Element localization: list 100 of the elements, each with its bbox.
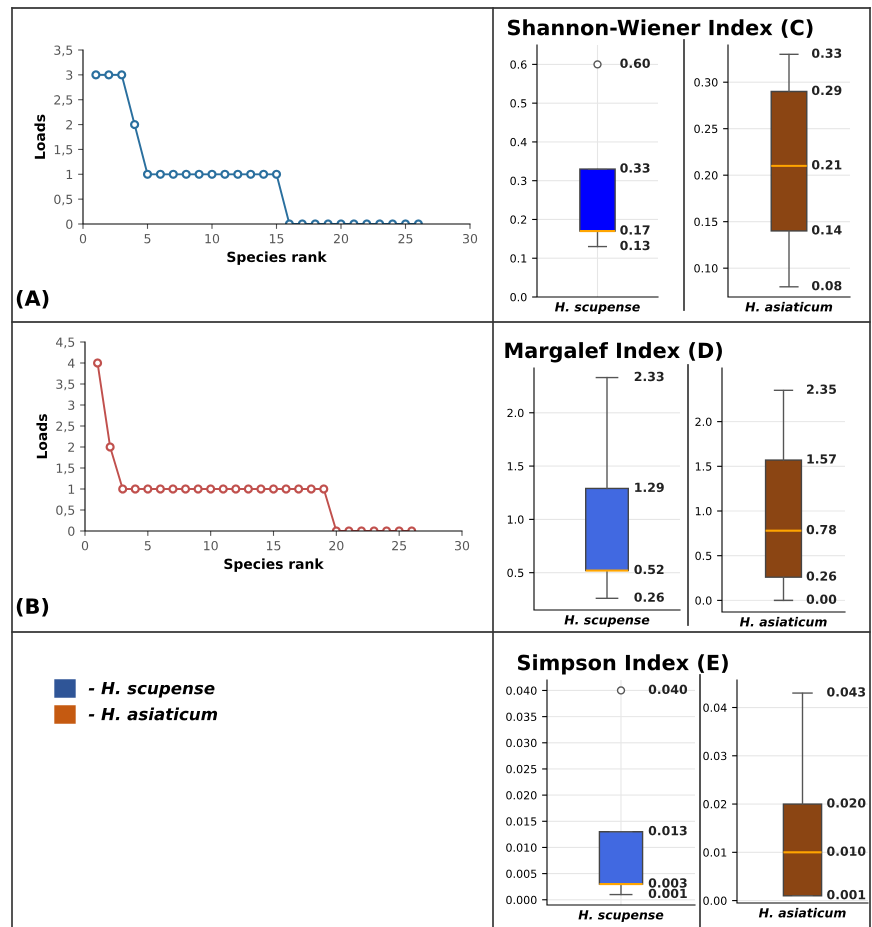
- x-tick-label: H. asiaticum: [740, 616, 827, 627]
- point: [168, 170, 178, 179]
- legend-label: - H. asiaticum: [88, 707, 218, 720]
- point: [91, 70, 100, 80]
- y-axis-title: Loads: [34, 114, 46, 159]
- annotation: 0.21: [812, 160, 842, 170]
- point: [117, 70, 126, 80]
- y-tick-label: 4: [68, 358, 75, 368]
- y-tick-label: 2.0: [695, 418, 712, 426]
- x-tick-label: 20: [334, 234, 348, 244]
- x-tick-label: 15: [266, 541, 280, 550]
- point: [259, 170, 268, 179]
- annotation: 0.003: [648, 878, 687, 888]
- y-tick-label: 0.5: [695, 552, 712, 560]
- y-tick-label: 2,5: [56, 421, 74, 432]
- y-tick-label: 0.1: [510, 254, 526, 263]
- y-tick-label: 0.03: [703, 752, 726, 760]
- y-tick-label: 0.3: [510, 176, 526, 186]
- annotation: 0.043: [827, 687, 866, 697]
- x-tick-label: H. scupense: [578, 910, 664, 922]
- y-tick-label: 0,5: [54, 194, 72, 206]
- annotation: 0.26: [806, 571, 836, 581]
- x-tick-label: H. asiaticum: [745, 302, 832, 312]
- y-axis-title: Loads: [36, 414, 48, 458]
- y-tick-label: 3,5: [56, 379, 74, 390]
- y-tick-label: 4,5: [56, 338, 74, 348]
- y-tick-label: 0.015: [506, 817, 536, 826]
- y-tick-label: 0.0: [695, 596, 712, 605]
- annotation: 0.013: [648, 826, 687, 836]
- annotation: 2.33: [634, 372, 664, 382]
- y-tick-label: 0.000: [506, 896, 537, 904]
- y-tick-label: 0: [68, 526, 74, 536]
- annotation: 0.001: [648, 888, 687, 898]
- y-tick-label: 1.0: [508, 515, 524, 524]
- y-tick-label: 1.5: [508, 462, 524, 470]
- y-tick-label: 0.15: [694, 218, 718, 226]
- x-tick-label: 5: [144, 541, 151, 550]
- y-tick-label: 0.25: [694, 124, 718, 134]
- annotation: 0.00: [806, 594, 836, 604]
- point: [156, 170, 165, 179]
- annotation: 0.13: [620, 240, 650, 250]
- annotation: 0.33: [620, 163, 650, 173]
- x-tick-label: H. scupense: [564, 615, 650, 627]
- y-tick-label: 0.4: [510, 138, 527, 146]
- y-tick-label: 0.02: [703, 800, 726, 808]
- x-tick-label: 30: [463, 234, 478, 244]
- annotation: 0.17: [620, 225, 650, 235]
- y-tick-label: 3: [66, 70, 72, 80]
- annotation: 0.020: [827, 798, 866, 808]
- y-tick-label: 0.020: [506, 791, 537, 800]
- point: [130, 120, 140, 130]
- x-tick-label: 10: [205, 234, 220, 244]
- y-tick-label: 0.5: [507, 568, 524, 578]
- y-tick-label: 2,5: [54, 95, 72, 106]
- x-tick-label: 25: [392, 540, 406, 550]
- y-tick-label: 0.00: [703, 896, 727, 905]
- annotation: 0.33: [812, 48, 842, 58]
- y-tick-label: 0.0: [510, 292, 527, 302]
- y-tick-label: 0,5: [56, 505, 74, 516]
- point: [207, 170, 217, 179]
- y-tick-label: 0.005: [506, 870, 536, 878]
- annotation: 0.010: [827, 846, 866, 856]
- y-tick-label: 1,5: [56, 464, 74, 474]
- x-tick-label: H. scupense: [554, 302, 640, 314]
- x-tick-label: 0: [80, 234, 86, 244]
- x-tick-label: 5: [144, 234, 150, 244]
- annotation: 0.60: [620, 58, 650, 68]
- y-tick-label: 1.0: [696, 506, 712, 516]
- y-tick-label: 0.5: [510, 99, 526, 108]
- point: [233, 170, 242, 179]
- y-tick-label: 1,5: [54, 145, 72, 156]
- point: [182, 170, 191, 179]
- x-tick-label: 0: [82, 540, 88, 550]
- y-tick-label: 2.0: [507, 408, 524, 418]
- chart-title: Shannon-Wiener Index (C): [508, 19, 812, 38]
- y-tick-label: 0.2: [510, 215, 526, 224]
- annotation: 1.57: [807, 454, 836, 464]
- y-tick-label: 0.6: [510, 60, 527, 69]
- x-axis-title: Species rank: [227, 251, 327, 265]
- y-tick-label: 0.035: [506, 712, 536, 722]
- y-tick-label: 0.04: [703, 703, 727, 712]
- point: [246, 170, 256, 179]
- legend-label: - H. scupense: [88, 682, 214, 698]
- annotation: 2.35: [807, 384, 836, 394]
- point: [142, 170, 152, 179]
- annotation: 0.001: [827, 890, 866, 900]
- annotation: 0.14: [812, 225, 842, 235]
- annotation: 0.52: [634, 564, 664, 574]
- y-tick-label: 0.025: [506, 764, 536, 774]
- y-tick-label: 0.030: [506, 738, 537, 748]
- x-tick-label: H. asiaticum: [758, 908, 846, 918]
- point: [220, 170, 230, 179]
- x-tick-label: 15: [270, 234, 284, 244]
- x-tick-label: 25: [398, 234, 412, 244]
- y-tick-label: 3,5: [54, 45, 72, 56]
- point: [194, 170, 204, 179]
- y-tick-label: 0.01: [703, 848, 726, 857]
- y-tick-label: 0.040: [506, 686, 537, 695]
- x-tick-label: 30: [455, 540, 470, 550]
- y-tick-label: 0.30: [694, 78, 718, 87]
